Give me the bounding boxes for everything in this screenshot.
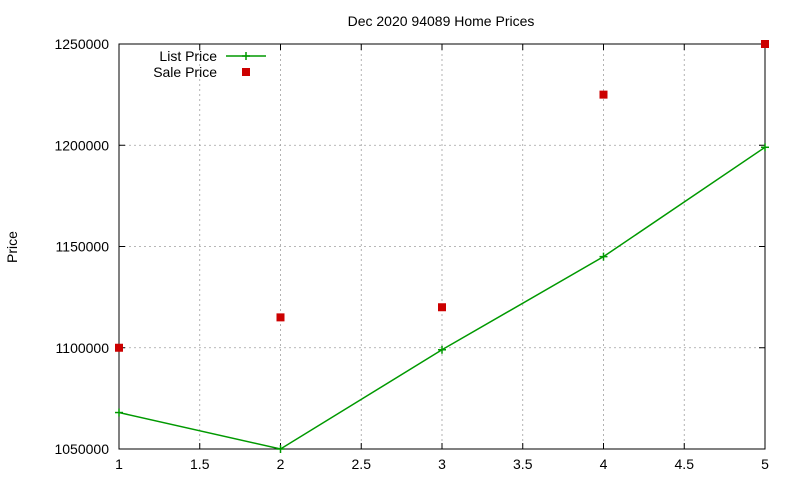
x-tick-label: 1 <box>115 456 123 472</box>
x-tick-label: 4 <box>600 456 608 472</box>
x-tick-label: 5 <box>761 456 769 472</box>
list-price-point <box>599 252 608 261</box>
y-axis-label: Price <box>4 231 20 263</box>
y-tick-label: 1100000 <box>56 340 110 356</box>
x-tick-label: 1.5 <box>190 456 210 472</box>
plot-frame <box>118 43 766 450</box>
legend-point-swatch <box>242 52 250 60</box>
legend-label: Sale Price <box>153 64 217 80</box>
sale-price-point <box>599 90 608 99</box>
list-price-point <box>438 345 446 354</box>
x-tick-label: 3.5 <box>513 456 533 472</box>
legend-point-swatch <box>242 68 250 76</box>
x-tick-label: 2.5 <box>352 456 372 472</box>
list-price-point <box>761 143 769 152</box>
x-tick-label: 2 <box>277 456 285 472</box>
x-tick-label: 4.5 <box>675 456 695 472</box>
sale-price-point <box>276 313 285 322</box>
series-layer <box>115 40 769 453</box>
y-tick-label: 1200000 <box>54 137 109 153</box>
y-tick-label: 1050000 <box>54 441 109 457</box>
sale-price-point <box>115 343 123 352</box>
sale-price-point <box>761 40 769 48</box>
list-price-point <box>115 408 123 417</box>
sale-price-point <box>438 303 446 312</box>
legend-label: List Price <box>159 48 217 64</box>
chart-title: Dec 2020 94089 Home Prices <box>348 13 535 29</box>
list-price-point <box>276 445 285 453</box>
y-tick-label: 1250000 <box>54 36 109 52</box>
list-price-line <box>118 146 766 450</box>
grid-layer <box>119 44 765 449</box>
ticks-layer: 1 1.5 2 2.5 3 3.5 4 4.5 5 1050000 1100000 1150000 12… <box>54 36 769 472</box>
x-tick-label: 3 <box>438 456 446 472</box>
y-tick-label: 1150000 <box>56 239 110 255</box>
